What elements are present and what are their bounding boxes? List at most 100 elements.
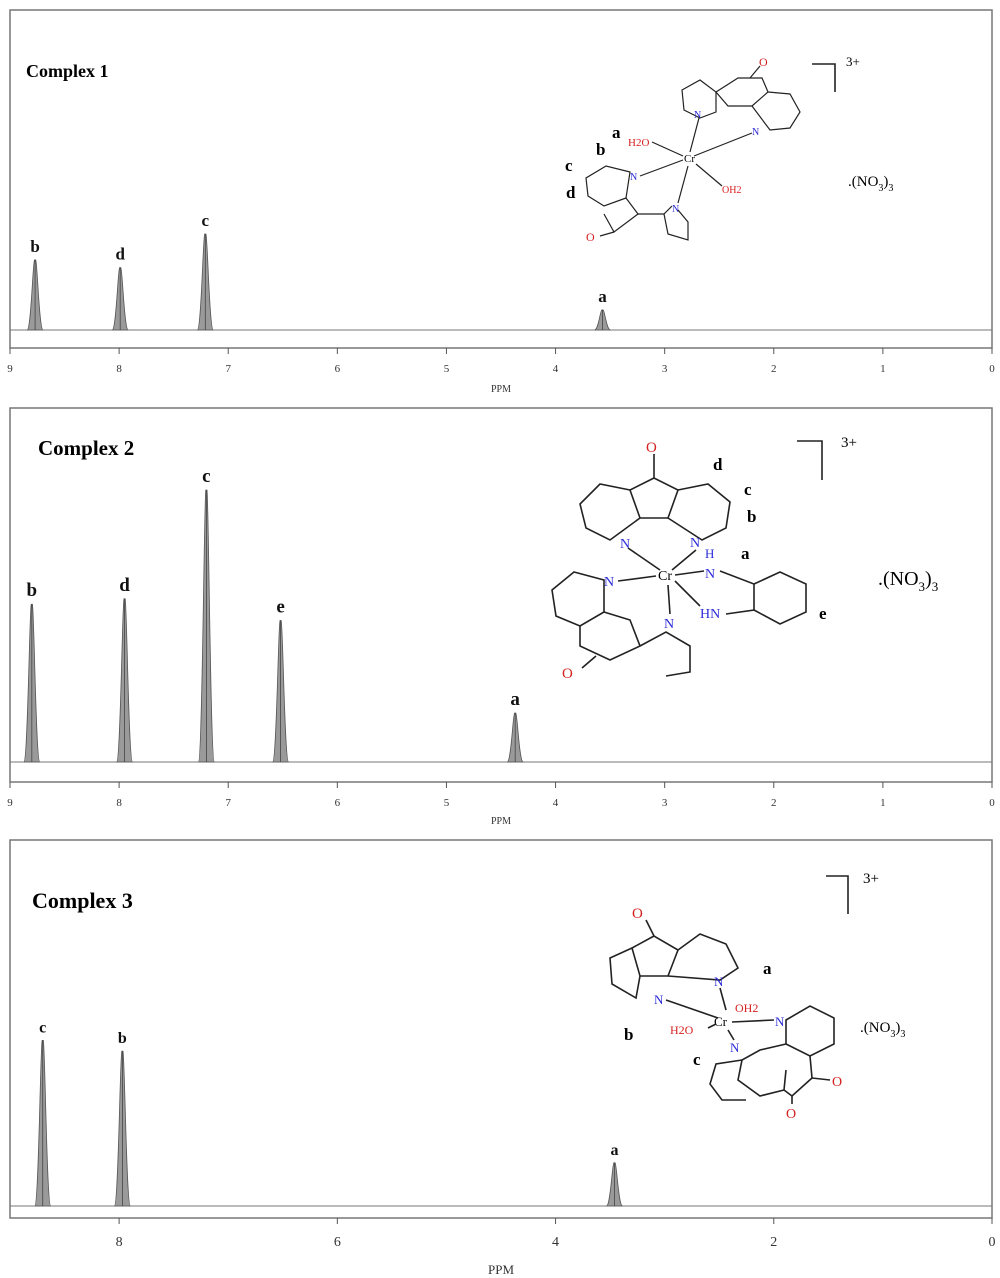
plot-frame xyxy=(9,839,993,1219)
peak-label-a: a xyxy=(610,1142,618,1159)
peak-label-b: b xyxy=(118,1030,127,1047)
svg-text:N: N xyxy=(604,575,614,590)
structure-label-b: b xyxy=(747,507,756,526)
svg-text:N: N xyxy=(690,536,700,551)
x-tick-label: 1 xyxy=(880,797,886,809)
x-tick-label: 4 xyxy=(552,1235,559,1250)
x-tick-label: 4 xyxy=(553,363,559,375)
chart-title: Complex 3 xyxy=(32,888,133,913)
x-tick-label: 2 xyxy=(771,797,777,809)
panel-complex-3: Complex 3 3+ .(NO3)3 O N N Cr OH2 H2O N … xyxy=(9,839,996,1277)
structure-label-e: e xyxy=(819,604,827,623)
peak-label-b: b xyxy=(30,237,39,256)
svg-text:O: O xyxy=(832,1075,842,1090)
charge-label: 3+ xyxy=(863,871,879,887)
x-tick-label: 9 xyxy=(7,797,13,809)
svg-text:N: N xyxy=(694,110,701,121)
chart-title: Complex 2 xyxy=(38,436,134,460)
x-tick-label: 6 xyxy=(334,1235,341,1250)
x-axis-label: PPM xyxy=(491,816,511,827)
x-tick-label: 6 xyxy=(335,797,341,809)
structure-complex-2: 3+ .(NO3)3 O N N Cr N N O H xyxy=(551,435,938,682)
amine-n: N xyxy=(705,567,715,582)
amine-h: H xyxy=(705,546,714,561)
metal-label: Cr xyxy=(684,153,695,165)
x-tick-label: 8 xyxy=(116,1235,123,1250)
counter-ion-label: .(NO3)3 xyxy=(878,568,938,594)
peak-label-a: a xyxy=(510,689,520,710)
metal-label: Cr xyxy=(714,1014,728,1029)
x-tick-label: 0 xyxy=(989,1235,996,1250)
svg-text:O: O xyxy=(646,440,657,456)
panel-complex-2: Complex 2 3+ .(NO3)3 O N N Cr N N xyxy=(7,407,995,827)
plot-frame xyxy=(9,407,993,783)
structure-label-c: c xyxy=(744,480,752,499)
svg-text:O: O xyxy=(786,1107,796,1122)
x-tick-label: 6 xyxy=(335,363,341,375)
panel-complex-1: Complex 1 3+ .(NO3)3 O N N Cr H2O OH2 N … xyxy=(7,9,995,395)
x-tick-label: 9 xyxy=(7,363,13,375)
water-ligand-2: OH2 xyxy=(722,185,741,196)
x-tick-label: 7 xyxy=(225,797,231,809)
peak-label-c: c xyxy=(202,211,210,230)
x-axis-label: PPM xyxy=(488,1262,514,1277)
x-tick-label: 4 xyxy=(553,797,559,809)
structure-label-d: d xyxy=(566,183,576,202)
x-axis-label: PPM xyxy=(491,384,511,395)
chart-title: Complex 1 xyxy=(26,61,109,81)
charge-label: 3+ xyxy=(841,435,857,451)
peak-label-c: c xyxy=(202,466,210,487)
x-tick-label: 8 xyxy=(116,363,122,375)
x-tick-label: 3 xyxy=(662,363,668,375)
peak-label-d: d xyxy=(119,575,130,596)
peak-label-e: e xyxy=(276,597,284,618)
peak-label-d: d xyxy=(115,245,125,264)
x-tick-label: 7 xyxy=(225,363,231,375)
svg-text:N: N xyxy=(775,1014,785,1029)
charge-label: 3+ xyxy=(846,54,860,69)
peak-label-a: a xyxy=(598,287,607,306)
structure-label-b: b xyxy=(596,140,605,159)
counter-ion-label: .(NO3)3 xyxy=(848,174,893,194)
plot-frame xyxy=(9,9,993,349)
x-tick-label: 0 xyxy=(989,797,995,809)
x-tick-label: 5 xyxy=(444,797,450,809)
x-tick-label: 5 xyxy=(444,363,450,375)
svg-text:N: N xyxy=(630,172,637,183)
structure-label-b: b xyxy=(624,1025,633,1044)
metal-label: Cr xyxy=(658,569,672,584)
structure-complex-1: 3+ .(NO3)3 O N N Cr H2O OH2 N N xyxy=(565,54,893,244)
water-ligand-1: H2O xyxy=(628,137,649,149)
svg-text:O: O xyxy=(759,55,768,69)
x-tick-label: 8 xyxy=(116,797,122,809)
svg-text:O: O xyxy=(562,666,573,682)
svg-text:N: N xyxy=(714,974,724,989)
x-tick-label: 2 xyxy=(771,363,777,375)
counter-ion-label: .(NO3)3 xyxy=(860,1020,905,1040)
svg-text:N: N xyxy=(654,992,664,1007)
peak-label-c: c xyxy=(39,1019,46,1036)
structure-label-d: d xyxy=(713,455,723,474)
svg-text:O: O xyxy=(586,230,595,244)
structure-label-a: a xyxy=(612,123,621,142)
x-tick-label: 3 xyxy=(662,797,668,809)
svg-text:N: N xyxy=(752,127,759,138)
x-tick-label: 2 xyxy=(770,1235,777,1250)
svg-text:N: N xyxy=(672,204,679,215)
structure-label-c: c xyxy=(693,1050,701,1069)
x-tick-label: 1 xyxy=(880,363,886,375)
structure-label-a: a xyxy=(741,544,750,563)
svg-text:O: O xyxy=(632,906,643,922)
structure-label-c: c xyxy=(565,156,573,175)
water-ligand-2: H2O xyxy=(670,1023,694,1037)
svg-text:N: N xyxy=(620,537,630,552)
peak-label-b: b xyxy=(27,580,38,601)
amine-hn: HN xyxy=(700,607,720,622)
structure-label-a: a xyxy=(763,959,772,978)
x-tick-label: 0 xyxy=(989,363,995,375)
svg-text:N: N xyxy=(730,1040,740,1055)
structure-complex-3: 3+ .(NO3)3 O N N Cr OH2 H2O N N xyxy=(609,871,905,1122)
svg-text:N: N xyxy=(664,617,674,632)
water-ligand-1: OH2 xyxy=(735,1001,758,1015)
